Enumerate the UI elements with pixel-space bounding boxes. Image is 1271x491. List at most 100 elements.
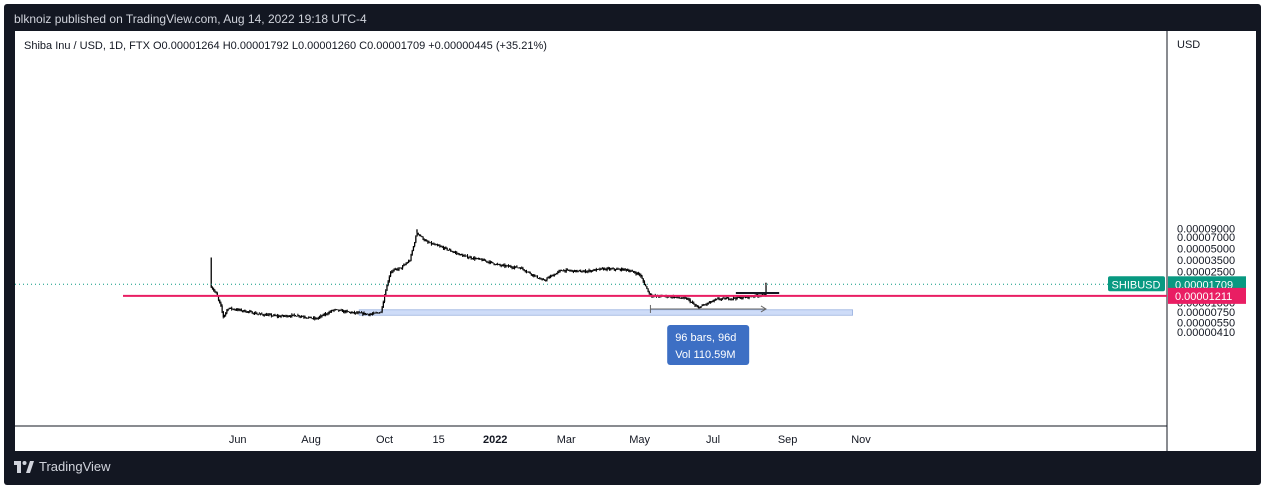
candle-body (465, 255, 468, 257)
candle-body (722, 297, 724, 299)
candle-body (742, 296, 744, 299)
candle-body (616, 268, 618, 270)
candle-body (551, 275, 553, 277)
candle-body (525, 271, 528, 273)
candle-body (274, 314, 276, 316)
candle-body (521, 267, 523, 269)
candle-body (308, 317, 310, 319)
candle-body (542, 279, 545, 281)
candle-body (507, 265, 510, 267)
candle-body (480, 258, 482, 260)
candle-body (744, 296, 747, 298)
brand-name: TradingView (39, 459, 111, 474)
candle-body (477, 258, 480, 260)
candle-body (530, 273, 533, 275)
candle-body (558, 270, 560, 272)
candle-body (492, 262, 494, 264)
chart-area[interactable]: Shiba Inu / USD, 1D, FTX O0.00001264 H0.… (15, 31, 1256, 451)
candle-body (418, 234, 421, 236)
candle-body (416, 232, 418, 237)
candle-body (528, 271, 530, 273)
candle-body (506, 265, 508, 267)
candle-body (738, 297, 741, 298)
candle-body (495, 263, 498, 265)
candle-body (390, 271, 392, 277)
symbol-ohlc-line: Shiba Inu / USD, 1D, FTX O0.00001264 H0.… (24, 40, 547, 52)
symbol-tag-box (1108, 276, 1165, 292)
candle-body (511, 267, 513, 268)
candle-body (252, 313, 255, 315)
candle-body (305, 317, 307, 319)
candle-body (729, 299, 731, 301)
candle-body (344, 310, 346, 313)
candle-body (556, 272, 558, 275)
candle-body (586, 271, 588, 273)
support-zone-rectangle[interactable] (358, 309, 853, 316)
candle-body (645, 284, 647, 287)
candle-body (640, 274, 642, 277)
candle-body (214, 290, 216, 292)
candle-body (699, 306, 701, 308)
candle-body (435, 244, 437, 246)
candle-body (672, 296, 674, 298)
y-axis-tick-label: 0.00005000 (1177, 243, 1235, 255)
candle-body (474, 257, 476, 260)
candle-body (314, 317, 316, 319)
candle-body (371, 313, 374, 315)
candle-body (217, 296, 220, 300)
candle-body (287, 316, 289, 318)
price-chart[interactable]: Shiba Inu / USD, 1D, FTX O0.00001264 H0.… (15, 31, 1256, 451)
candle-body (592, 270, 594, 272)
x-axis-tick-label: Oct (376, 434, 393, 446)
candle-body (510, 266, 512, 268)
candle-body (451, 251, 453, 252)
candle-body (370, 314, 372, 316)
candle-body (617, 268, 619, 270)
candle-body (500, 265, 502, 267)
candle-body (257, 313, 259, 315)
candle-body (557, 271, 559, 273)
candle-body (628, 270, 630, 272)
tradingview-brand[interactable]: TradingView (14, 459, 111, 474)
candle-body (706, 303, 708, 305)
candle-body (320, 315, 322, 317)
candle-body (235, 309, 238, 311)
candle-body (229, 307, 232, 309)
candle-body (725, 298, 727, 300)
candle-body (402, 266, 404, 269)
candle-body (705, 304, 707, 306)
candle-body (292, 314, 294, 316)
candle-body (294, 315, 297, 317)
candle-body (440, 246, 442, 248)
candle-body (299, 316, 301, 318)
candle-body (527, 271, 529, 273)
candle-body (629, 271, 631, 272)
candle-body (227, 309, 229, 311)
candle-body (403, 264, 405, 267)
candle-body (718, 298, 720, 300)
candle-body (680, 297, 682, 299)
candle-body (297, 315, 299, 317)
candle-body (430, 242, 433, 245)
candle-body (575, 270, 577, 272)
candle-body (690, 302, 693, 303)
candle-body (385, 290, 387, 296)
candle-body (639, 273, 641, 275)
candle-body (448, 249, 451, 251)
candle-body (404, 264, 406, 266)
candle-body (604, 268, 606, 270)
measure-info-box[interactable] (667, 324, 750, 365)
candle-body (545, 280, 547, 281)
candle-body (317, 317, 320, 319)
candle-body (489, 261, 492, 263)
x-axis-tick-label: 2022 (483, 434, 507, 446)
candle-body (494, 264, 496, 266)
x-axis-tick-label: May (629, 434, 650, 446)
candle-body (486, 260, 488, 262)
candle-body (675, 296, 677, 298)
candle-body (335, 309, 338, 311)
candle-body (380, 311, 382, 313)
candle-body (379, 312, 381, 314)
candle-body (357, 312, 359, 314)
candle-body (491, 261, 493, 263)
